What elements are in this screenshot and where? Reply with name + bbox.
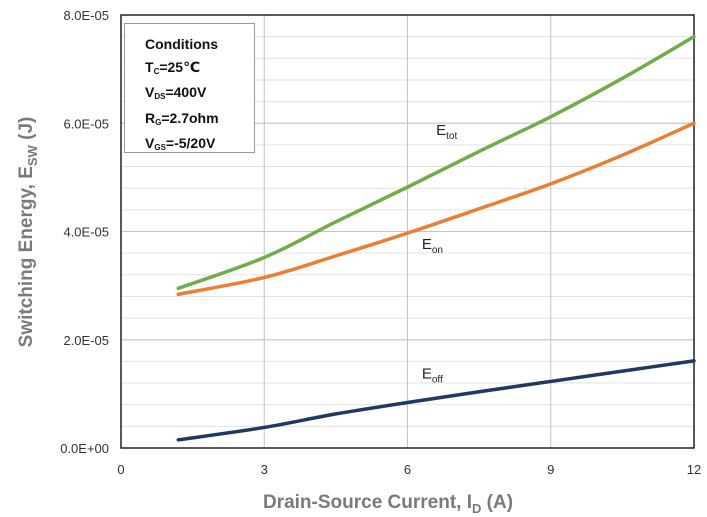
x-tick-labels: 0 3 6 9 12	[117, 462, 701, 477]
plot-area-frame	[120, 14, 695, 449]
series-label-off: Eoff	[422, 366, 443, 386]
series-line-on	[176, 121, 696, 297]
series-line-tot	[176, 34, 696, 291]
x-tick-label: 3	[261, 462, 268, 477]
y-tick-labels: 0.0E+00 2.0E-05 4.0E-05 6.0E-05 8.0E-05	[60, 8, 109, 456]
series-labels: Etot Eon Eoff	[422, 122, 458, 386]
x-tick-label: 0	[117, 462, 124, 477]
y-tick-label: 6.0E-05	[63, 116, 109, 131]
x-tick-label: 6	[404, 462, 411, 477]
series-line-off	[176, 359, 696, 442]
y-axis-title: Switching Energy, ESW (J)	[16, 117, 40, 348]
series-label-on: Eon	[422, 236, 443, 256]
series-label-tot: Etot	[436, 122, 457, 142]
condition-tc: TC=25℃	[145, 58, 201, 76]
y-tick-label: 8.0E-05	[63, 8, 109, 23]
condition-vds: VDS=400V	[145, 84, 207, 101]
condition-rg: RG=2.7ohm	[145, 109, 219, 127]
conditions-box: Conditions TC=25℃ VDS=400V RG=2.7ohm VGS…	[124, 23, 255, 153]
conditions-title: Conditions	[145, 36, 219, 52]
y-tick-label: 0.0E+00	[60, 441, 109, 456]
x-tick-label: 9	[547, 462, 554, 477]
series-lines	[176, 34, 696, 442]
x-tick-label: 12	[687, 462, 701, 477]
y-tick-label: 2.0E-05	[63, 333, 109, 348]
y-tick-label: 4.0E-05	[63, 225, 109, 240]
condition-vgs: VGS=-5/20V	[145, 135, 216, 152]
x-axis-title: Drain-Source Current, ID (A)	[263, 492, 513, 516]
